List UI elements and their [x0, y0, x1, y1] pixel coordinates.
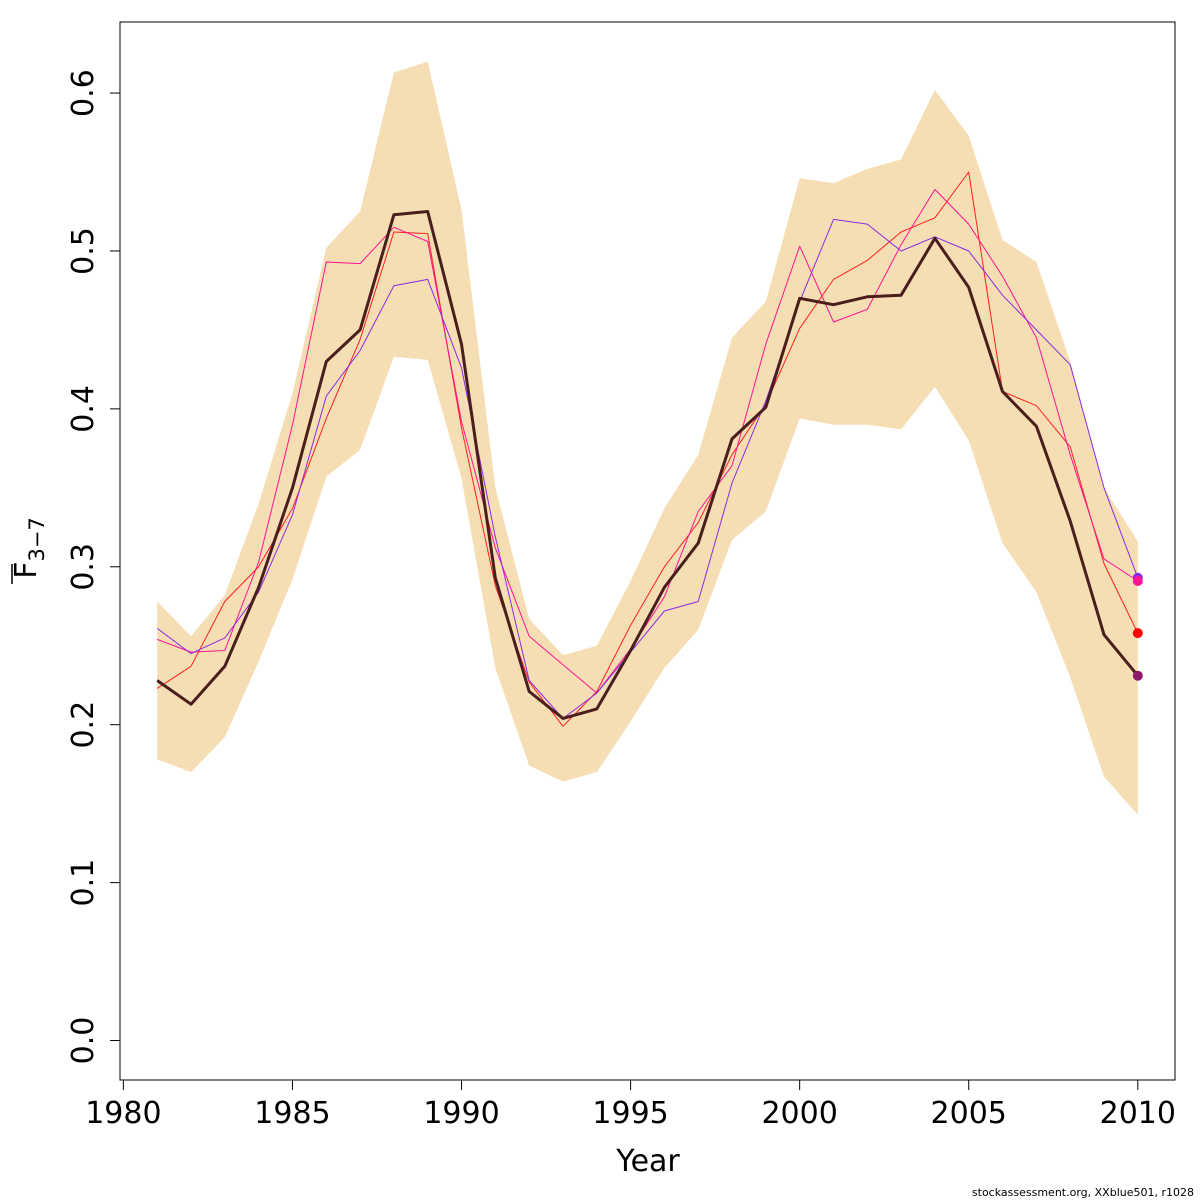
series-line-1: [156, 210, 1139, 720]
end-point-2: [1132, 576, 1143, 586]
x-tick-label: 1990: [423, 1096, 499, 1131]
series-line-2: [156, 171, 1139, 727]
y-tick-label: 0.2: [66, 701, 101, 749]
y-axis-title-base: F: [9, 562, 44, 579]
series-layer: [156, 171, 1139, 727]
x-axis: 1980 1985 1990 1995 2000 2005 2010: [85, 1079, 1176, 1131]
x-tick-label: 1995: [592, 1096, 668, 1131]
x-tick-label: 2000: [761, 1096, 837, 1131]
y-tick-label: 0.6: [66, 69, 101, 117]
x-tick-label: 1980: [85, 1096, 161, 1131]
y-tick-label: 0.1: [66, 859, 101, 907]
end-point-4: [1132, 670, 1143, 681]
y-tick-label: 0.3: [66, 543, 101, 591]
svg-text:F3−7: F3−7: [9, 517, 49, 579]
footer-note: stockassessment.org, XXblue501, r1028: [972, 1186, 1194, 1199]
x-axis-title: Year: [615, 1144, 680, 1179]
y-tick-label: 0.4: [66, 385, 101, 433]
series-line-3: [157, 188, 1139, 694]
confidence-band-layer: [157, 61, 1138, 815]
y-axis-title: F3−7: [9, 517, 49, 584]
end-points-layer: [1132, 572, 1143, 681]
y-tick-label: 0.0: [66, 1017, 101, 1065]
y-axis-title-subscript: 3−7: [25, 517, 49, 561]
x-tick-label: 2010: [1100, 1096, 1176, 1131]
series-line-4: [156, 218, 1139, 719]
confidence-band: [157, 61, 1138, 815]
y-axis: 0.0 0.1 0.2 0.3 0.4 0.5 0.6: [66, 69, 121, 1065]
x-tick-label: 1985: [254, 1096, 330, 1131]
x-tick-label: 2005: [931, 1096, 1007, 1131]
end-point-3: [1132, 628, 1143, 639]
y-tick-label: 0.5: [66, 227, 101, 275]
